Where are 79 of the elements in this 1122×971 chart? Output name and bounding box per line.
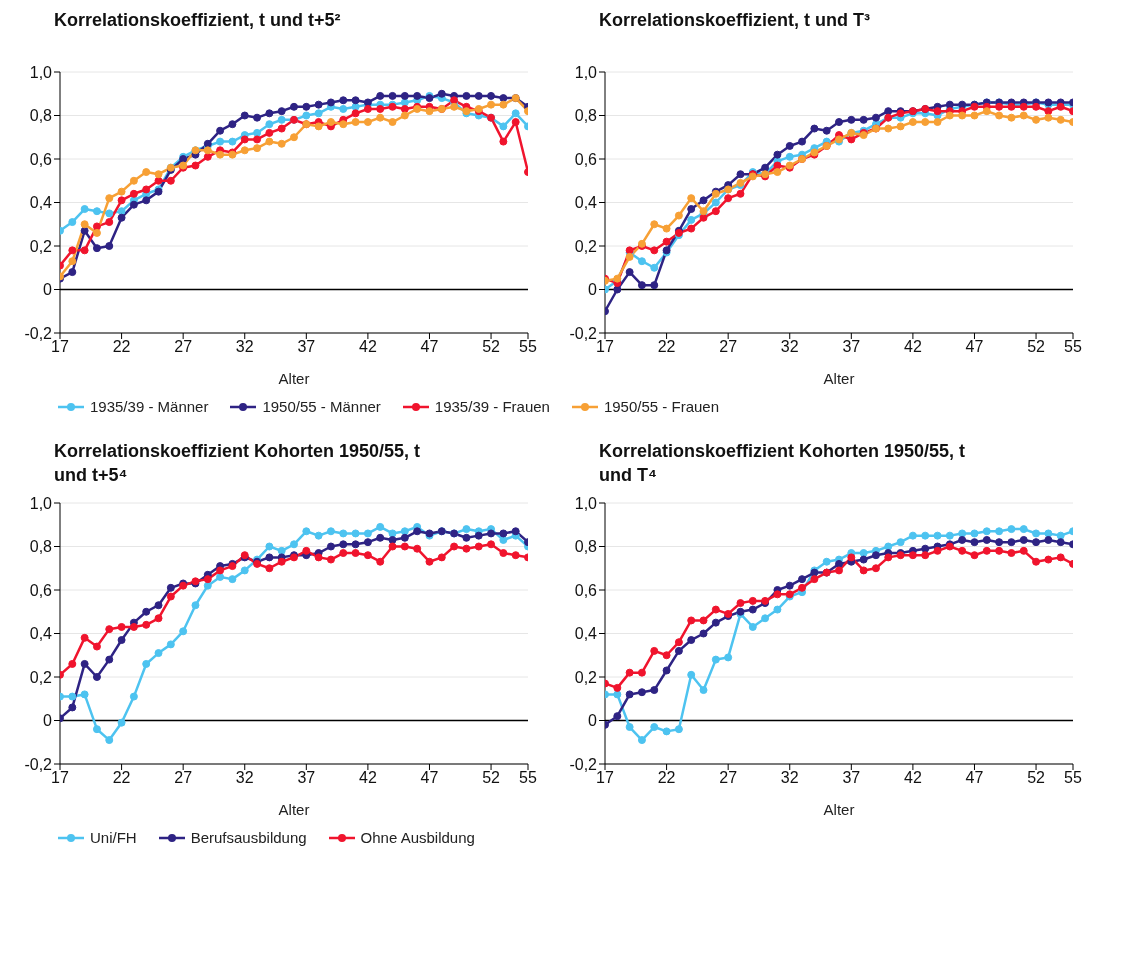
x-tick-label: 32 bbox=[235, 338, 254, 356]
y-tick-label: 0,4 bbox=[29, 625, 53, 643]
x-tick-label: 17 bbox=[51, 769, 69, 787]
y-tick-label: 0 bbox=[43, 281, 53, 299]
x-axis-title: Alter bbox=[278, 370, 310, 387]
y-tick-label: 1,0 bbox=[29, 494, 53, 512]
x-tick-label: 55 bbox=[1064, 338, 1082, 356]
legend-label: Berufsausbildung bbox=[190, 829, 307, 846]
y-tick-label: -0,2 bbox=[569, 324, 598, 342]
x-axis-title: Alter bbox=[278, 801, 310, 818]
y-tick-label: 1,0 bbox=[574, 494, 598, 512]
x-tick-label: 37 bbox=[297, 338, 316, 356]
y-tick-label: 0,8 bbox=[574, 107, 598, 125]
x-tick-label: 52 bbox=[1027, 769, 1046, 787]
y-tick-label: -0,2 bbox=[24, 755, 53, 773]
y-tick-label: 1,0 bbox=[574, 63, 598, 81]
chart-title: Korrelationskoeffizient, t und t+5² bbox=[53, 9, 342, 32]
legend-label: 1935/39 - Männer bbox=[90, 398, 209, 415]
x-tick-label: 17 bbox=[51, 338, 69, 356]
legend-label: Ohne Ausbildung bbox=[360, 829, 475, 846]
x-tick-label: 22 bbox=[657, 769, 676, 787]
legend-label: Uni/FH bbox=[90, 829, 137, 846]
legend-label: 1950/55 - Frauen bbox=[603, 398, 719, 415]
x-axis-title: Alter bbox=[823, 370, 855, 387]
x-tick-label: 52 bbox=[482, 769, 501, 787]
y-tick-label: 0,6 bbox=[29, 581, 53, 599]
x-axis-title: Alter bbox=[823, 801, 855, 818]
y-tick-label: -0,2 bbox=[24, 324, 53, 342]
x-tick-label: 32 bbox=[780, 338, 799, 356]
x-tick-label: 27 bbox=[174, 769, 193, 787]
x-tick-label: 42 bbox=[904, 769, 922, 787]
y-tick-label: 0 bbox=[588, 281, 598, 299]
y-tick-label: 0,4 bbox=[29, 194, 53, 212]
y-tick-label: 0,2 bbox=[574, 237, 598, 255]
x-tick-label: 27 bbox=[719, 338, 738, 356]
chart-title: Korrelationskoeffizient Kohorten 1950/55, t und T⁴ bbox=[598, 440, 967, 487]
x-tick-label: 32 bbox=[780, 769, 799, 787]
x-tick-label: 47 bbox=[965, 769, 984, 787]
chart-title: Korrelationskoeffizient Kohorten 1950/55, t und t+5⁴ bbox=[53, 440, 422, 487]
x-tick-label: 22 bbox=[657, 338, 676, 356]
x-tick-label: 42 bbox=[359, 769, 377, 787]
legend-label: 1935/39 - Frauen bbox=[434, 398, 550, 415]
y-tick-label: -0,2 bbox=[569, 755, 598, 773]
x-tick-label: 55 bbox=[519, 338, 537, 356]
x-tick-label: 27 bbox=[719, 769, 738, 787]
x-tick-label: 52 bbox=[1027, 338, 1046, 356]
x-tick-label: 47 bbox=[420, 338, 439, 356]
legend-label: 1950/55 - Männer bbox=[262, 398, 381, 415]
y-tick-label: 0,2 bbox=[29, 668, 53, 686]
x-tick-label: 42 bbox=[359, 338, 377, 356]
x-tick-label: 32 bbox=[235, 769, 254, 787]
x-tick-label: 37 bbox=[842, 769, 861, 787]
x-tick-label: 47 bbox=[965, 338, 984, 356]
x-tick-label: 17 bbox=[596, 338, 614, 356]
x-tick-label: 55 bbox=[1064, 769, 1082, 787]
y-tick-label: 0,2 bbox=[574, 668, 598, 686]
y-tick-label: 0,8 bbox=[29, 107, 53, 125]
x-tick-label: 42 bbox=[904, 338, 922, 356]
x-tick-label: 55 bbox=[519, 769, 537, 787]
y-tick-label: 0 bbox=[588, 712, 598, 730]
y-tick-label: 0,6 bbox=[29, 150, 53, 168]
y-tick-label: 0,8 bbox=[29, 538, 53, 556]
x-tick-label: 22 bbox=[112, 338, 131, 356]
x-tick-label: 27 bbox=[174, 338, 193, 356]
y-tick-label: 0,8 bbox=[574, 538, 598, 556]
x-tick-label: 47 bbox=[420, 769, 439, 787]
y-tick-label: 0,6 bbox=[574, 150, 598, 168]
y-tick-label: 0,6 bbox=[574, 581, 598, 599]
x-tick-label: 37 bbox=[842, 338, 861, 356]
x-tick-label: 37 bbox=[297, 769, 316, 787]
y-tick-label: 1,0 bbox=[29, 63, 53, 81]
x-tick-label: 22 bbox=[112, 769, 131, 787]
x-tick-label: 52 bbox=[482, 338, 501, 356]
chart-title: Korrelationskoeffizient, t und T³ bbox=[598, 9, 871, 32]
y-tick-label: 0,2 bbox=[29, 237, 53, 255]
y-tick-label: 0 bbox=[43, 712, 53, 730]
y-tick-label: 0,4 bbox=[574, 194, 598, 212]
y-tick-label: 0,4 bbox=[574, 625, 598, 643]
x-tick-label: 17 bbox=[596, 769, 614, 787]
